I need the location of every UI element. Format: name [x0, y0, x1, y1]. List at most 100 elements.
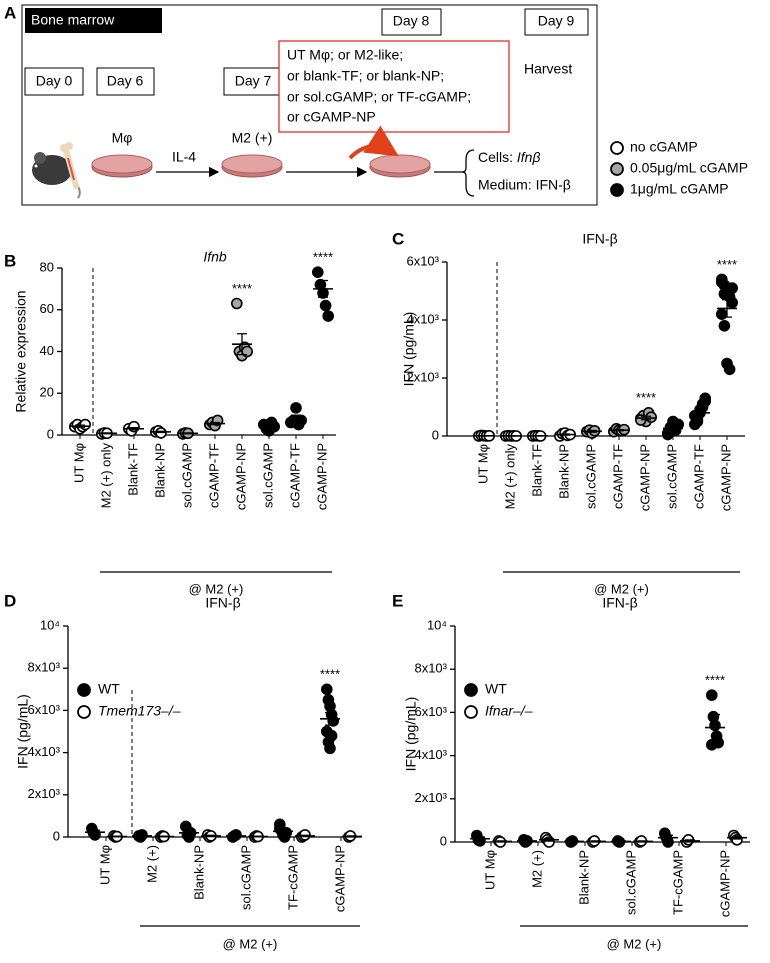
- data-point: [691, 415, 704, 428]
- y-tick-label: 6x10³: [27, 702, 60, 717]
- significance-label: ****: [717, 257, 737, 272]
- x-tick-label: cGAMP-NP: [233, 443, 248, 510]
- error-bar: [90, 829, 100, 835]
- error-bar: [616, 840, 626, 843]
- x-tick-label: cGAMP-TF: [287, 443, 302, 508]
- error-bar: [587, 429, 597, 433]
- error-bar: [497, 840, 507, 843]
- data-point: [718, 319, 731, 332]
- y-tick-label: 4x10³: [27, 744, 60, 759]
- y-tick-label: 10⁴: [427, 617, 447, 632]
- data-point: [290, 402, 302, 414]
- y-tick-label: 2x10³: [414, 790, 447, 805]
- x-tick-label: Blank-NP: [152, 443, 167, 498]
- panel-label: B: [4, 251, 16, 270]
- y-axis-label: Relative expression: [13, 290, 29, 412]
- panel-label: C: [392, 229, 404, 248]
- x-tick-label: Blank-NP: [576, 850, 591, 905]
- significance-label: ****: [705, 673, 725, 688]
- x-tick-label: cGAMP-TF: [206, 443, 221, 508]
- x-tick-label: M2 (+): [529, 850, 544, 888]
- error-bar: [159, 835, 169, 838]
- y-axis-label: IFN (pg/mL): [403, 697, 419, 772]
- data-point: [325, 729, 338, 742]
- treatment-line: UT Mφ; or M2-like;: [287, 47, 403, 63]
- y-tick-label: 60: [40, 301, 54, 316]
- data-point: [319, 299, 332, 312]
- legend-label: Tmem173–/–: [98, 703, 181, 719]
- x-tick-label: M2 (+): [144, 845, 159, 883]
- x-tick-label: cGAMP-NP: [717, 850, 732, 917]
- treatment-arrow: [348, 125, 399, 160]
- error-bar: [569, 840, 579, 843]
- legend-marker: [610, 162, 624, 176]
- data-point: [231, 297, 243, 310]
- x-tick-label: UT Mφ: [71, 443, 86, 483]
- x-tick-label: sol.cGAMP: [583, 444, 598, 509]
- group-label: @ M2 (+): [594, 581, 649, 596]
- data-point: [718, 288, 731, 300]
- chart-title: IFN-β: [582, 231, 617, 247]
- error-bar: [183, 432, 193, 435]
- y-tick-label: 8x10³: [27, 660, 60, 675]
- day-box: [381, 8, 442, 36]
- readout-text: Cells:: [478, 149, 513, 165]
- bone-icon: [60, 142, 79, 189]
- error-bar: [112, 835, 122, 838]
- error-bar: [75, 424, 85, 428]
- x-tick-label: M2 (+) only: [98, 443, 113, 509]
- legend-label: Ifnar–/–: [485, 703, 533, 719]
- y-tick-label: 2x10³: [406, 369, 439, 384]
- error-bar: [347, 835, 357, 838]
- y-axis-label: IFN (pg/mL): [401, 312, 417, 387]
- day-box: [223, 67, 283, 96]
- x-tick-label: M2 (+) only: [502, 444, 517, 510]
- y-tick-label: 10⁴: [40, 617, 60, 632]
- y-tick-label: 0: [53, 828, 60, 843]
- x-tick-label: sol.cGAMP: [238, 845, 253, 910]
- day-label: Day 6: [107, 73, 144, 89]
- panel-label: A: [4, 3, 16, 22]
- error-bar: [318, 279, 328, 298]
- legend-marker: [77, 683, 91, 697]
- error-bar: [722, 299, 732, 318]
- error-bar: [522, 839, 532, 843]
- y-tick-label: 0: [47, 426, 54, 441]
- cell-label: M2 (+): [232, 130, 273, 146]
- error-bar: [614, 428, 624, 432]
- y-tick-label: 0: [440, 833, 447, 848]
- x-tick-label: TF-cGAMP: [670, 850, 685, 915]
- x-tick-label: cGAMP-NP: [314, 443, 329, 510]
- x-tick-label: sol.cGAMP: [179, 443, 194, 508]
- source-box: [25, 8, 162, 33]
- x-tick-label: Blank-NP: [556, 444, 571, 499]
- chart-title: IFN-β: [205, 595, 240, 611]
- legend-label: no cGAMP: [630, 139, 698, 155]
- significance-label: ****: [320, 667, 340, 682]
- error-bar: [156, 430, 166, 434]
- error-bar: [668, 426, 678, 431]
- legend-label: 0.05μg/mL cGAMP: [630, 160, 748, 176]
- day-box: [524, 8, 589, 36]
- cell-label: Mφ: [112, 130, 133, 146]
- dish-icon: [221, 154, 283, 178]
- treatment-line: or blank-TF; or blank-NP;: [287, 68, 444, 84]
- chart-title: Ifnb: [203, 249, 227, 265]
- error-bar: [278, 828, 288, 834]
- error-bar: [184, 829, 194, 836]
- legend-marker: [77, 705, 91, 719]
- treatment-box: [278, 40, 510, 133]
- legend-marker: [610, 183, 624, 197]
- day-label: Day 0: [36, 73, 73, 89]
- group-label: @ M2 (+): [223, 936, 278, 951]
- x-tick-label: UT Mφ: [475, 444, 490, 484]
- error-bar: [544, 837, 554, 842]
- panel-label: E: [392, 591, 403, 610]
- error-bar: [129, 427, 139, 431]
- error-bar: [560, 433, 570, 436]
- y-tick-label: 8x10³: [414, 661, 447, 676]
- data-point: [320, 683, 333, 696]
- data-point: [699, 392, 712, 405]
- error-bar: [291, 414, 301, 425]
